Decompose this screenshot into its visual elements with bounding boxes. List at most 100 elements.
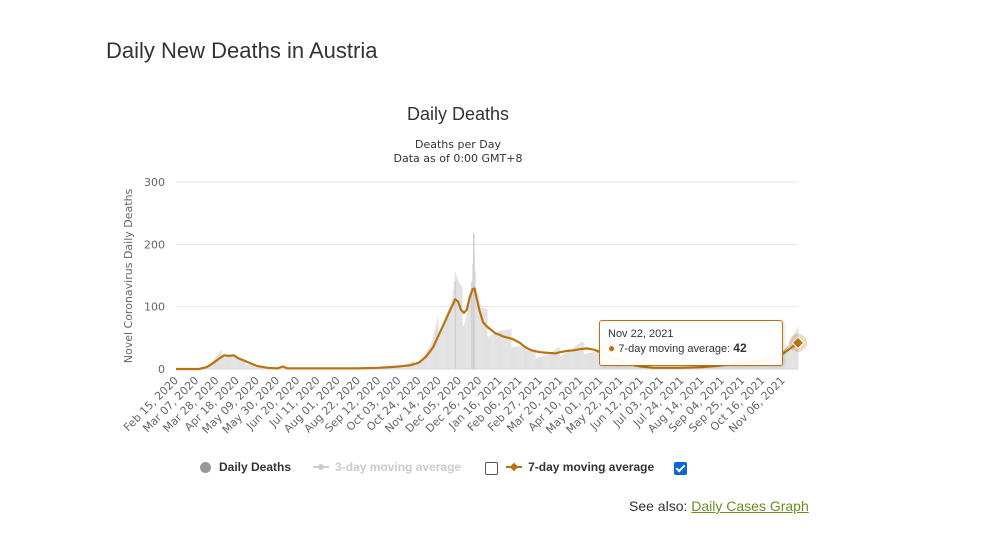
daily-deaths-bar (475, 288, 477, 369)
daily-deaths-bar (630, 364, 632, 369)
daily-deaths-bar (492, 334, 494, 369)
legend-item-daily-deaths[interactable]: Daily Deaths (200, 460, 291, 474)
daily-deaths-bar (214, 357, 216, 369)
daily-deaths-bar (417, 363, 419, 369)
daily-deaths-bar (496, 332, 498, 369)
daily-deaths-bar (395, 367, 397, 369)
daily-deaths-bar (555, 348, 557, 369)
daily-deaths-bar (556, 348, 558, 369)
daily-deaths-bar (474, 270, 476, 369)
daily-deaths-bar (628, 364, 630, 369)
daily-deaths-bar (284, 368, 286, 369)
daily-deaths-bar (595, 351, 597, 369)
daily-deaths-bar (551, 352, 553, 369)
daily-cases-graph-link[interactable]: Daily Cases Graph (691, 498, 809, 514)
daily-deaths-bar (796, 328, 798, 369)
daily-deaths-bar (625, 363, 627, 369)
y-tick-label: 300 (144, 176, 165, 189)
daily-deaths-bar (490, 335, 492, 369)
hover-highlight (782, 333, 807, 353)
daily-deaths-bar (214, 358, 216, 369)
daily-deaths-bar (440, 332, 442, 369)
daily-deaths-bar (221, 357, 223, 369)
legend-label-daily-deaths: Daily Deaths (219, 460, 292, 474)
daily-deaths-bar (523, 346, 525, 369)
daily-deaths-bar (220, 349, 222, 369)
daily-deaths-bar (397, 366, 399, 369)
daily-deaths-bar (792, 335, 794, 369)
chart-title: Daily Deaths (407, 104, 509, 124)
daily-deaths-bar (786, 345, 788, 369)
daily-deaths-bar (416, 363, 418, 369)
daily-deaths-bar (248, 365, 250, 369)
daily-deaths-bar (587, 353, 589, 369)
daily-deaths-bar (706, 366, 708, 369)
daily-deaths-bar (578, 343, 580, 369)
daily-deaths-bar (419, 361, 421, 369)
daily-deaths-bar (574, 346, 576, 369)
daily-deaths-bar (224, 356, 226, 369)
y-tick-label: 100 (144, 301, 165, 314)
daily-deaths-bar (592, 352, 594, 369)
daily-deaths-bar (227, 356, 229, 369)
daily-deaths-bar (633, 366, 635, 369)
daily-deaths-bar (515, 346, 517, 369)
daily-deaths-bar (518, 346, 520, 369)
daily-deaths-bar (516, 346, 518, 369)
daily-deaths-bar (447, 309, 449, 369)
daily-deaths-bar (530, 348, 532, 369)
chart-subtitle-line1: Deaths per Day (415, 138, 501, 151)
legend-label-3day-average: 3-day moving average (335, 460, 462, 474)
daily-deaths-bar (212, 360, 214, 369)
daily-deaths-bar (517, 346, 519, 369)
daily-deaths-bar (557, 347, 559, 369)
daily-deaths-bar (391, 367, 393, 369)
daily-deaths-bar (588, 352, 590, 369)
daily-deaths-bar (734, 363, 736, 369)
daily-deaths-bar (791, 337, 793, 369)
daily-deaths-bar (459, 283, 461, 369)
daily-deaths-bar (211, 362, 213, 369)
daily-deaths-bar (785, 347, 787, 369)
checkbox-7day-average[interactable] (674, 461, 688, 475)
daily-deaths-bar (728, 364, 730, 369)
daily-deaths-bar (624, 363, 626, 369)
chart-legend: Daily Deaths 3-day moving average 7-day … (200, 457, 695, 477)
daily-deaths-bar (621, 363, 623, 369)
daily-deaths-bar (402, 365, 404, 369)
daily-deaths-bar (500, 330, 502, 369)
daily-deaths-bar (232, 356, 234, 369)
daily-deaths-bar (231, 356, 233, 369)
daily-deaths-bar (575, 346, 577, 369)
daily-deaths-bar (464, 322, 466, 369)
daily-deaths-bar (525, 347, 527, 369)
daily-deaths-bar (505, 329, 507, 369)
daily-deaths-bar (536, 357, 538, 369)
daily-deaths-bar (439, 335, 441, 369)
daily-deaths-bar (704, 367, 706, 369)
daily-deaths-bar (442, 327, 444, 369)
legend-item-7day-average[interactable]: 7-day moving average (506, 460, 654, 474)
daily-deaths-bar (783, 351, 785, 369)
daily-deaths-bar (229, 356, 231, 369)
daily-deaths-bar (511, 347, 513, 369)
daily-deaths-bar (444, 320, 446, 369)
daily-deaths-bar (576, 345, 578, 369)
y-axis-label: Novel Coronavirus Daily Deaths (122, 188, 135, 363)
line-diamond-marker-icon (506, 462, 523, 472)
checkbox-3day-average[interactable] (485, 461, 499, 475)
daily-deaths-bar (478, 299, 480, 369)
daily-deaths-bar (619, 363, 621, 369)
daily-deaths-bar (509, 329, 511, 369)
daily-deaths-bar (581, 342, 583, 369)
tooltip-date: Nov 22, 2021 (608, 328, 674, 340)
daily-deaths-bar (499, 331, 501, 369)
daily-deaths-bar (784, 350, 786, 369)
daily-deaths-bar (279, 368, 281, 369)
daily-deaths-bar (226, 356, 228, 369)
daily-deaths-bar (258, 367, 260, 369)
daily-deaths-bar (429, 344, 431, 369)
daily-deaths-bar (582, 341, 584, 369)
legend-item-3day-average[interactable]: 3-day moving average (313, 460, 461, 474)
daily-deaths-bar (638, 366, 640, 369)
